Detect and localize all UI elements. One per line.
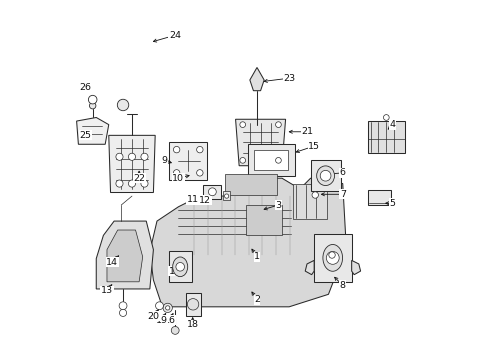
Ellipse shape	[172, 257, 187, 276]
Text: 7: 7	[339, 190, 345, 199]
Polygon shape	[108, 135, 155, 193]
Text: 9: 9	[161, 156, 167, 165]
Circle shape	[240, 157, 245, 163]
Circle shape	[116, 153, 123, 160]
Polygon shape	[107, 230, 142, 282]
Text: 23: 23	[283, 74, 295, 83]
Ellipse shape	[322, 244, 342, 271]
Circle shape	[128, 153, 135, 160]
Text: 24: 24	[168, 31, 181, 40]
Circle shape	[128, 180, 135, 187]
Text: 5: 5	[389, 199, 395, 208]
Circle shape	[176, 262, 184, 271]
Text: 22: 22	[133, 174, 145, 183]
Circle shape	[383, 114, 388, 120]
Circle shape	[163, 303, 172, 312]
Circle shape	[196, 170, 203, 176]
Text: 14: 14	[106, 258, 118, 267]
Bar	[224, 174, 276, 195]
Circle shape	[89, 103, 96, 109]
Text: 13: 13	[101, 286, 113, 295]
Bar	[246, 205, 282, 235]
Polygon shape	[149, 178, 346, 307]
Bar	[367, 121, 405, 153]
Circle shape	[320, 170, 330, 181]
Text: 2: 2	[253, 295, 260, 304]
Text: 6: 6	[339, 168, 345, 177]
Polygon shape	[351, 260, 360, 275]
Circle shape	[240, 122, 245, 127]
Circle shape	[275, 122, 281, 127]
Circle shape	[88, 95, 97, 104]
Bar	[168, 251, 192, 282]
Text: 4: 4	[389, 120, 395, 129]
Circle shape	[171, 327, 179, 334]
Circle shape	[119, 309, 126, 316]
Text: 10: 10	[172, 174, 184, 183]
Text: 20: 20	[147, 312, 159, 321]
Circle shape	[141, 153, 148, 160]
Circle shape	[116, 180, 123, 187]
Polygon shape	[235, 119, 285, 166]
Bar	[223, 192, 230, 201]
Circle shape	[325, 251, 339, 264]
Bar	[367, 190, 390, 205]
Circle shape	[208, 188, 216, 196]
Circle shape	[165, 306, 169, 310]
Bar	[247, 144, 294, 176]
Circle shape	[173, 147, 180, 153]
Circle shape	[155, 302, 163, 310]
Polygon shape	[305, 260, 313, 275]
Circle shape	[119, 302, 127, 310]
Circle shape	[117, 99, 128, 111]
Text: 11: 11	[186, 195, 198, 204]
Text: 19: 19	[155, 315, 167, 324]
Text: 12: 12	[199, 196, 211, 205]
Text: 17: 17	[168, 267, 181, 276]
Bar	[292, 184, 326, 219]
Circle shape	[196, 147, 203, 153]
Circle shape	[275, 157, 281, 163]
Text: 21: 21	[301, 127, 312, 136]
Ellipse shape	[316, 166, 334, 185]
Bar	[313, 234, 351, 282]
Polygon shape	[96, 221, 153, 289]
Text: 3: 3	[275, 201, 281, 210]
Text: 16: 16	[163, 315, 175, 324]
Text: 18: 18	[186, 320, 198, 329]
Circle shape	[173, 170, 180, 176]
Circle shape	[311, 192, 318, 198]
Circle shape	[187, 298, 198, 310]
Circle shape	[141, 180, 148, 187]
Text: 15: 15	[307, 141, 320, 150]
Polygon shape	[249, 67, 264, 91]
Bar	[310, 160, 340, 191]
Text: 8: 8	[339, 281, 345, 290]
Circle shape	[328, 252, 335, 258]
Text: 25: 25	[80, 131, 91, 140]
Bar	[254, 150, 288, 170]
Polygon shape	[77, 117, 108, 144]
Bar	[169, 143, 206, 180]
Circle shape	[224, 194, 228, 198]
Text: 26: 26	[80, 83, 91, 92]
Bar	[185, 293, 200, 316]
Bar	[203, 185, 221, 199]
Text: 1: 1	[253, 252, 260, 261]
